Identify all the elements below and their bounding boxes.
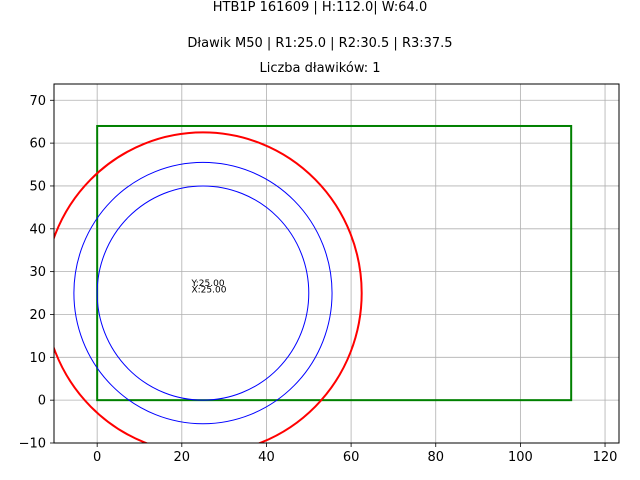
radius-circle bbox=[96, 185, 310, 401]
axes-frame bbox=[53, 83, 620, 444]
y-tick-label: 20 bbox=[29, 308, 46, 323]
chart-title-line3: Liczba dławików: 1 bbox=[259, 61, 381, 76]
y-tick-label: 30 bbox=[29, 265, 46, 280]
y-tick-label: 40 bbox=[29, 222, 46, 237]
plot-shapes bbox=[54, 124, 573, 443]
y-tick-label: 10 bbox=[29, 351, 46, 366]
x-tick-label: 120 bbox=[593, 450, 618, 465]
x-tick-label: 40 bbox=[258, 450, 275, 465]
y-tick-label: 70 bbox=[29, 94, 46, 109]
chart-title-line1: HTB1P 161609 | H:112.0| W:64.0 bbox=[212, 0, 428, 15]
y-tick-label: 60 bbox=[29, 137, 46, 152]
y-axis-ticks: −10 0 10 20 30 40 50 60 70 bbox=[19, 94, 54, 452]
x-tick-label: 0 bbox=[93, 450, 101, 465]
y-tick-label: 50 bbox=[29, 179, 46, 194]
radius-circle bbox=[73, 161, 333, 425]
grid-lines bbox=[54, 84, 619, 444]
y-tick-label: −10 bbox=[19, 437, 46, 452]
annotations: Y:25.00X:25.00 bbox=[190, 279, 226, 296]
y-tick-label: 0 bbox=[38, 394, 46, 409]
enclosure-rectangle bbox=[96, 124, 573, 402]
x-axis-ticks: 0 20 40 60 80 100 120 bbox=[93, 443, 617, 465]
x-tick-label: 80 bbox=[427, 450, 444, 465]
x-tick-label: 60 bbox=[343, 450, 360, 465]
x-tick-label: 100 bbox=[508, 450, 533, 465]
x-tick-label: 20 bbox=[174, 450, 191, 465]
chart-title-line2: Dławik M50 | R1:25.0 | R2:30.5 | R3:37.5 bbox=[187, 36, 453, 51]
center-label: Y:25.00 bbox=[190, 279, 224, 289]
center-label: X:25.00 bbox=[191, 286, 226, 296]
radius-circle bbox=[54, 131, 363, 443]
